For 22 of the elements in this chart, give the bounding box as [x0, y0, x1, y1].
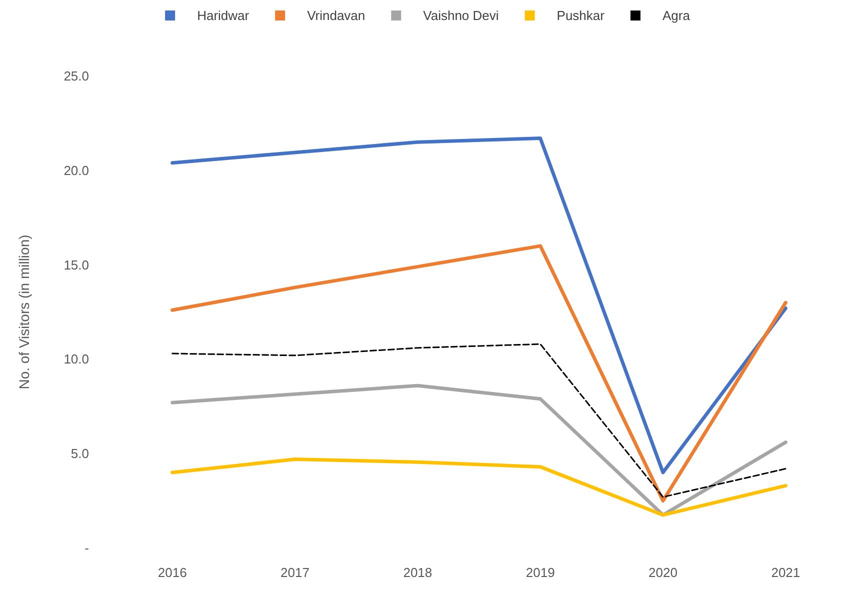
- y-axis-title: No. of Visitors (in million): [16, 234, 32, 390]
- line-series: [172, 343, 786, 498]
- legend-label: Haridwar: [197, 8, 250, 23]
- legend-label: Vaishno Devi: [423, 8, 499, 23]
- y-tick-label: 20.0: [64, 162, 89, 178]
- x-tick-label: 2020: [648, 565, 678, 580]
- y-tick-label: 5.0: [70, 446, 89, 462]
- legend-label: Vrindavan: [307, 8, 366, 23]
- y-tick-label: 25.0: [64, 68, 89, 84]
- x-tick-label: 2017: [280, 565, 310, 580]
- line-series: [170, 458, 788, 517]
- x-tick-label: 2021: [771, 565, 800, 580]
- x-tick-label: 2016: [158, 565, 187, 580]
- x-tick-label: 2018: [403, 565, 432, 580]
- y-tick-label: 15.0: [64, 257, 89, 272]
- legend-label: Agra: [662, 8, 691, 23]
- line-series: [170, 244, 788, 503]
- x-tick-label: 2019: [526, 565, 555, 580]
- y-tick-label: -: [84, 540, 89, 556]
- legend-label: Pushkar: [556, 8, 606, 23]
- y-tick-label: 10.0: [64, 352, 89, 367]
- line-series: [170, 136, 788, 474]
